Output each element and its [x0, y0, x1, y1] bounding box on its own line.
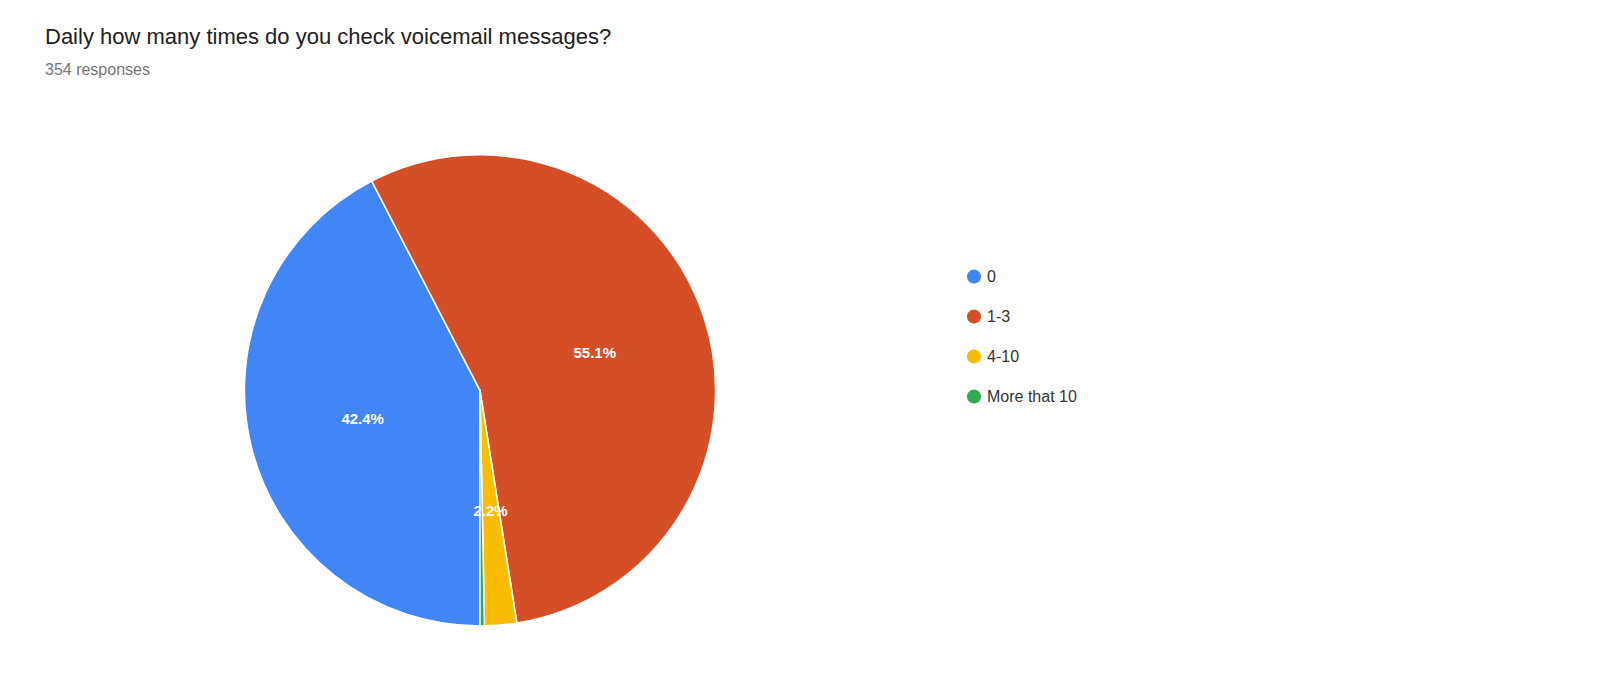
svg-text:2.2%: 2.2%: [474, 502, 508, 519]
svg-text:354 responses: 354 responses: [45, 61, 150, 78]
svg-text:Daily how many times do you ch: Daily how many times do you check voicem…: [45, 24, 611, 49]
svg-text:42.4%: 42.4%: [341, 410, 384, 427]
svg-text:4-10: 4-10: [987, 348, 1019, 365]
svg-text:1-3: 1-3: [987, 308, 1010, 325]
svg-text:55.1%: 55.1%: [573, 344, 616, 361]
svg-text:More that 10: More that 10: [987, 388, 1077, 405]
svg-text:0: 0: [987, 268, 996, 285]
